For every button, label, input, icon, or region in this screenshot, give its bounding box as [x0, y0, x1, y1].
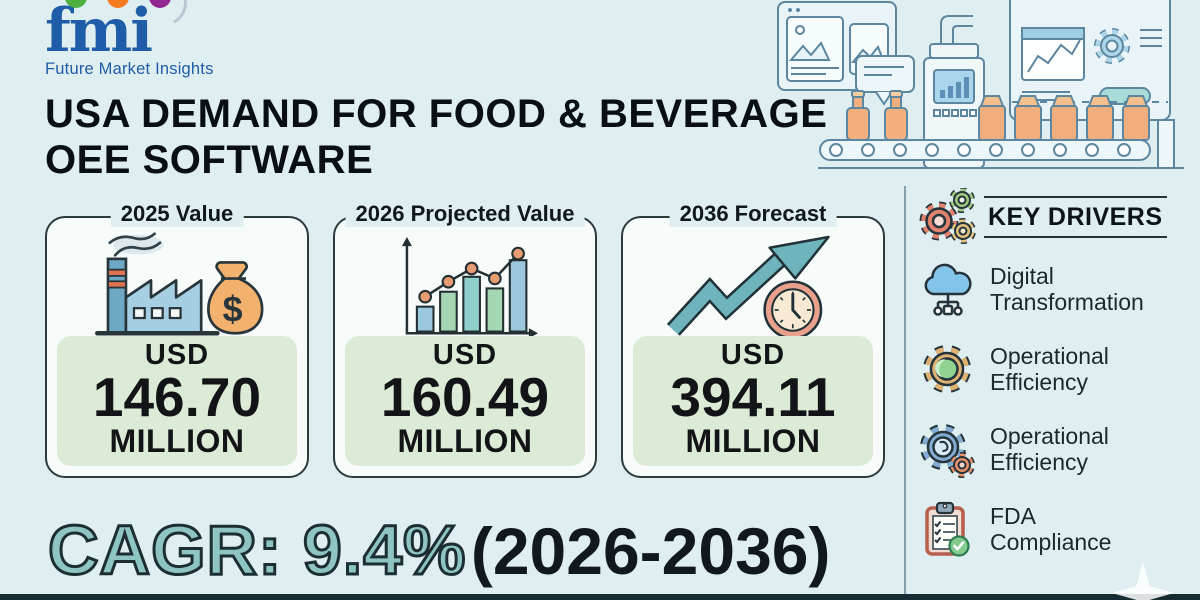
- currency-label: USD: [144, 339, 210, 371]
- growth-arrow-clock-icon: [666, 235, 830, 340]
- logo-tagline: Future Market Insights: [45, 60, 214, 78]
- cagr-banner: CAGR: 9.4% (2026-2036): [46, 510, 831, 591]
- value-box: USD 160.49 MILLION: [345, 336, 585, 466]
- driver-label: FDA Compliance: [990, 502, 1112, 555]
- factory-moneybag-icon: $: [95, 232, 264, 336]
- unit-label: MILLION: [109, 423, 245, 460]
- logo-brand-text: fmi: [45, 0, 153, 66]
- stat-value: 146.70: [92, 366, 262, 429]
- driver-item-digital-transformation: Digital Transformation: [918, 260, 1194, 318]
- stat-card-2025-value: 2025 Value $ USD 146.70 MILLIO: [45, 201, 309, 478]
- key-drivers-header: KEY DRIVERS: [918, 188, 1194, 246]
- double-gear-icon: [920, 424, 975, 478]
- clipboard-check-icon: [925, 501, 970, 557]
- page-title: USA DEMAND FOR FOOD & BEVERAGE OEE SOFTWA…: [45, 92, 827, 183]
- growth-bar-chart-icon: [401, 236, 539, 339]
- driver-item-operational-efficiency-2: Operational Efficiency: [918, 420, 1194, 478]
- logo-dots: [45, 0, 265, 32]
- page-title-line2: OEE SOFTWARE: [45, 137, 374, 182]
- stat-card-2036-forecast: 2036 Forecast: [621, 201, 885, 478]
- stat-value: 160.49: [380, 366, 550, 429]
- currency-label: USD: [432, 339, 498, 371]
- logo-dot-purple: [149, 0, 171, 8]
- vertical-divider: [904, 186, 906, 594]
- driver-label: Digital Transformation: [990, 262, 1144, 315]
- value-box: USD 146.70 MILLION: [57, 336, 297, 466]
- factory-line-illustration: [777, 0, 1184, 169]
- logo-dot-green: [65, 0, 87, 8]
- gears-icon: [919, 188, 976, 244]
- driver-item-operational-efficiency-1: Operational Efficiency: [918, 340, 1194, 398]
- cloud-network-icon: [924, 263, 972, 316]
- stat-card-2026-projected: 2026 Projected Value USD 160.49: [333, 201, 597, 478]
- driver-item-fda-compliance: FDA Compliance: [918, 500, 1194, 558]
- key-drivers-panel: KEY DRIVERS Digital Transformation: [918, 188, 1194, 580]
- gear-efficiency-icon: [923, 345, 971, 393]
- stat-value: 394.11: [670, 366, 836, 429]
- unit-label: MILLION: [685, 423, 821, 460]
- svg-text:$: $: [223, 290, 243, 330]
- logo-dot-orange: [107, 0, 129, 8]
- page-title-line1: USA DEMAND FOR FOOD & BEVERAGE: [45, 92, 828, 136]
- stat-cards: 2025 Value $ USD 146.70 MILLIO: [45, 201, 885, 478]
- value-box: USD 394.11 MILLION: [633, 336, 873, 466]
- currency-label: USD: [720, 339, 786, 371]
- fmi-logo: fmi Future Market Insights: [45, 0, 265, 79]
- carton-icons: [978, 95, 1150, 141]
- bottom-accent-bar: [0, 594, 1200, 600]
- key-drivers-title: KEY DRIVERS: [984, 196, 1167, 238]
- bottle-icons: [846, 90, 908, 141]
- stat-card-label: 2036 Forecast: [669, 201, 837, 227]
- stat-card-label: 2026 Projected Value: [345, 201, 585, 227]
- cagr-value: CAGR: 9.4%: [46, 510, 467, 591]
- driver-label: Operational Efficiency: [990, 342, 1109, 395]
- cagr-period: (2026-2036): [470, 514, 831, 588]
- stat-card-label: 2025 Value: [110, 201, 244, 227]
- dashboard-gear-icon: [1094, 28, 1130, 64]
- unit-label: MILLION: [397, 423, 533, 460]
- driver-label: Operational Efficiency: [990, 422, 1109, 475]
